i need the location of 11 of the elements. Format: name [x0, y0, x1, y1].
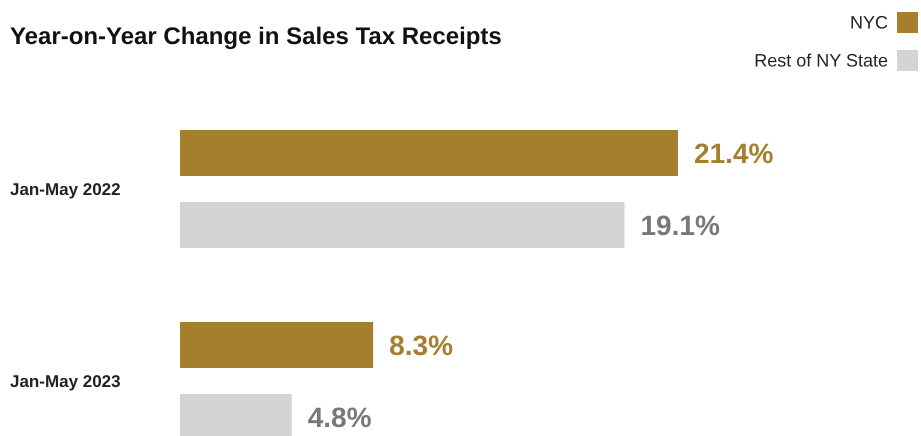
bar	[180, 130, 678, 176]
data-label: 19.1%	[640, 210, 720, 241]
y-tick-label: Jan-May 2022	[10, 180, 121, 199]
data-label: 21.4%	[694, 138, 774, 169]
bar	[180, 322, 374, 368]
data-label: 4.8%	[308, 402, 372, 433]
legend-label: Rest of NY State	[754, 50, 888, 70]
y-tick-label: Jan-May 2023	[10, 372, 121, 391]
chart-title: Year-on-Year Change in Sales Tax Receipts	[10, 23, 502, 50]
legend-label: NYC	[850, 12, 888, 32]
data-label: 8.3%	[389, 330, 454, 361]
